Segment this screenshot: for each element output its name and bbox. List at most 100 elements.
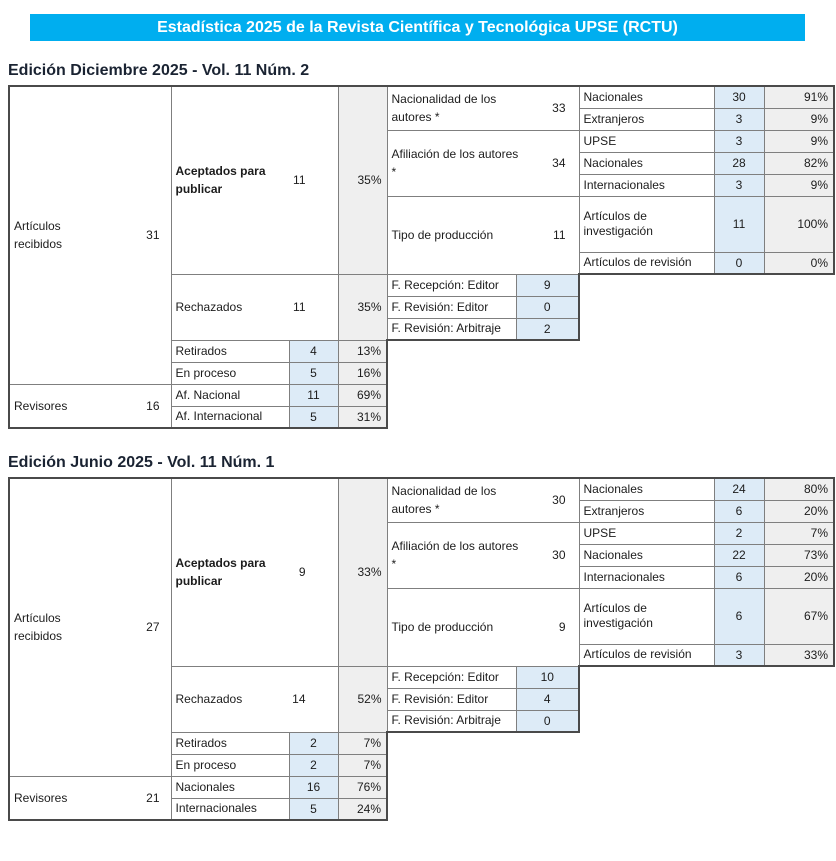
empty-area (387, 362, 835, 384)
row-value: 22 (713, 543, 765, 567)
tipo-produccion-label: Tipo de producción (391, 228, 494, 242)
fecha-label: F. Recepción: Editor (386, 665, 517, 689)
tipo-produccion-value: 9 (558, 620, 566, 634)
row-percent: 100% (763, 195, 836, 253)
row-label: Nacionales (578, 151, 715, 175)
retirados-percent: 7% (337, 731, 388, 755)
row-value: 11 (713, 195, 765, 253)
stats-table-junio: Artículos recibidos 27 Aceptados para pub… (8, 477, 836, 821)
articulos-recibidos-cell: Artículos recibidos 27 (8, 477, 172, 777)
aceptados-cell: Aceptados para publicar 11 (170, 85, 339, 275)
en-proceso-label: En proceso (170, 753, 290, 777)
row-value: 6 (713, 565, 765, 589)
aceptados-label: Aceptados para publicar (175, 164, 266, 197)
row-value: 28 (713, 151, 765, 175)
row-label: Internacionales (578, 565, 715, 589)
empty-area (387, 732, 835, 754)
empty-area (387, 384, 835, 406)
row-label: UPSE (578, 129, 715, 153)
afiliacion-value: 30 (552, 548, 566, 562)
row-value: 3 (713, 129, 765, 153)
rechazados-percent: 35% (337, 273, 388, 341)
rechazados-label: Rechazados (175, 692, 243, 706)
en-proceso-percent: 7% (337, 753, 388, 777)
row-percent: 76% (337, 775, 388, 799)
revisores-value: 16 (146, 398, 160, 413)
rechazados-cell: Rechazados 14 (170, 665, 339, 733)
articulos-recibidos-label: Artículos recibidos (14, 611, 63, 644)
row-label: Af. Nacional (170, 383, 290, 407)
en-proceso-value: 5 (288, 361, 339, 385)
row-label: Internacionales (170, 797, 290, 821)
row-value: 2 (713, 521, 765, 545)
retirados-label: Retirados (170, 339, 290, 363)
row-percent: 20% (763, 499, 836, 523)
fecha-label: F. Revisión: Arbitraje (386, 709, 517, 733)
row-percent: 69% (337, 383, 388, 407)
tipo-produccion-cell: Tipo de producción 9 (386, 587, 580, 667)
row-percent: 67% (763, 587, 836, 645)
aceptados-percent: 35% (337, 85, 388, 275)
row-percent: 20% (763, 565, 836, 589)
row-label: Extranjeros (578, 499, 715, 523)
empty-area (387, 340, 835, 362)
aceptados-cell: Aceptados para publicar 9 (170, 477, 339, 667)
empty-area (387, 754, 835, 776)
en-proceso-label: En proceso (170, 361, 290, 385)
retirados-percent: 13% (337, 339, 388, 363)
empty-area (579, 296, 835, 318)
row-value: 16 (288, 775, 339, 799)
row-label: Extranjeros (578, 107, 715, 131)
afiliacion-label: Afiliación de los autores * (391, 147, 519, 179)
tipo-produccion-cell: Tipo de producción 11 (386, 195, 580, 275)
row-percent: 9% (763, 107, 836, 131)
aceptados-value: 9 (298, 565, 306, 580)
row-value: 3 (713, 173, 765, 197)
revisores-value: 21 (146, 790, 160, 805)
row-label: Artículos de revisión (578, 251, 715, 275)
row-value: 3 (713, 107, 765, 131)
row-percent: 0% (763, 251, 836, 275)
fecha-value: 10 (515, 665, 581, 689)
revisores-cell: Revisores 21 (8, 775, 172, 821)
row-label: Af. Internacional (170, 405, 290, 429)
en-proceso-percent: 16% (337, 361, 388, 385)
row-value: 30 (713, 85, 765, 109)
row-percent: 33% (763, 643, 836, 667)
row-value: 5 (288, 797, 339, 821)
afiliacion-cell: Afiliación de los autores * 34 (386, 129, 580, 197)
row-percent: 9% (763, 173, 836, 197)
articulos-recibidos-value: 27 (146, 620, 160, 635)
row-value: 11 (288, 383, 339, 407)
row-label: Artículos de revisión (578, 643, 715, 667)
fecha-value: 2 (515, 317, 581, 341)
row-label: Nacionales (578, 543, 715, 567)
edition-heading-diciembre: Edición Diciembre 2025 - Vol. 11 Núm. 2 (8, 62, 310, 79)
revisores-label: Revisores (14, 398, 68, 413)
page-title-banner: Estadística 2025 de la Revista Científic… (30, 14, 805, 41)
row-percent: 7% (763, 521, 836, 545)
row-percent: 9% (763, 129, 836, 153)
empty-area (387, 798, 835, 820)
row-percent: 31% (337, 405, 388, 429)
nacionalidad-value: 30 (552, 493, 566, 508)
row-percent: 24% (337, 797, 388, 821)
fecha-value: 9 (515, 273, 581, 297)
row-label: Artículos de investigación (578, 587, 715, 645)
aceptados-percent: 33% (337, 477, 388, 667)
row-percent: 73% (763, 543, 836, 567)
empty-area (579, 688, 835, 710)
empty-area (579, 274, 835, 296)
revisores-cell: Revisores 16 (8, 383, 172, 429)
articulos-recibidos-cell: Artículos recibidos 31 (8, 85, 172, 385)
row-label: Nacionales (170, 775, 290, 799)
rechazados-cell: Rechazados 11 (170, 273, 339, 341)
aceptados-value: 11 (293, 173, 306, 188)
empty-area (387, 406, 835, 428)
fecha-value: 0 (515, 295, 581, 319)
row-value: 24 (713, 477, 765, 501)
stats-table-diciembre: Artículos recibidos 31 Aceptados para pub… (8, 85, 836, 429)
en-proceso-value: 2 (288, 753, 339, 777)
empty-area (579, 710, 835, 732)
rechazados-value: 11 (293, 300, 306, 314)
